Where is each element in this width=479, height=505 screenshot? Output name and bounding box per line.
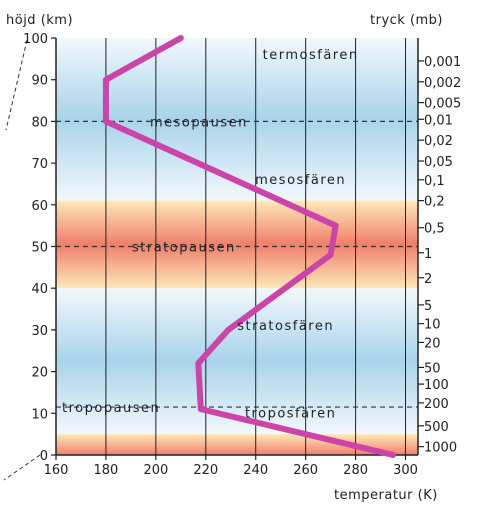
temperature-profile	[102, 35, 397, 458]
warm-band-surface	[56, 434, 418, 455]
pressure-label-1: 0,002	[424, 76, 461, 91]
left-guide-bottom	[3, 454, 41, 481]
y-axis-label-right: tryck (mb)	[370, 13, 443, 28]
pressure-label-8: 0,5	[424, 222, 445, 237]
left-guide-top	[5, 39, 28, 131]
x-tick-label-260: 260	[293, 463, 318, 478]
pressure-label-13: 20	[424, 336, 441, 351]
pressure-label-10: 2	[424, 272, 432, 287]
y-tick-label-80: 80	[31, 115, 48, 130]
y-axis-label-left: höjd (km)	[6, 13, 73, 28]
layer-label-2: stratosfären	[237, 319, 334, 334]
y-tick-label-40: 40	[31, 282, 48, 297]
pressure-label-11: 5	[424, 299, 432, 314]
y-tick-label-20: 20	[31, 366, 48, 381]
pressure-label-16: 200	[424, 397, 449, 412]
x-tick-label-300: 300	[393, 463, 418, 478]
layer-label-1: mesosfären	[255, 173, 346, 188]
y-tick-label-0: 0	[40, 449, 48, 464]
x-tick-label-220: 220	[193, 463, 218, 478]
pressure-label-15: 100	[424, 378, 449, 393]
pressure-label-2: 0,005	[424, 97, 461, 112]
pause-label-0: mesopausen	[150, 115, 248, 130]
x-tick-label-280: 280	[343, 463, 368, 478]
pause-lines	[56, 120, 418, 408]
pressure-label-4: 0,02	[424, 134, 453, 149]
pressure-label-3: 0,01	[424, 113, 453, 128]
pressure-label-0: 0,001	[424, 55, 461, 70]
y-tick-label-90: 90	[31, 74, 48, 89]
x-tick-label-180: 180	[94, 463, 119, 478]
pressure-label-9: 1	[424, 247, 432, 262]
y-tick-label-50: 50	[31, 241, 48, 256]
pressure-label-6: 0,1	[424, 174, 445, 189]
y-tick-label-100: 100	[23, 32, 48, 47]
y-tick-label-10: 10	[31, 407, 48, 422]
layer-label-0: termosfären	[263, 48, 359, 63]
pause-label-2: tropopausen	[62, 401, 160, 416]
x-tick-label-200: 200	[143, 463, 168, 478]
cool-band-lower	[56, 288, 418, 435]
x-tick-label-240: 240	[243, 463, 268, 478]
pressure-label-18: 1000	[424, 441, 457, 456]
cool-band-upper	[56, 38, 418, 201]
pressure-label-7: 0,2	[424, 195, 445, 210]
y-tick-label-30: 30	[31, 324, 48, 339]
warm-band-stratopause	[56, 200, 418, 289]
temperature-line	[102, 35, 397, 458]
x-axis-label: temperatur (K)	[334, 488, 438, 503]
pressure-label-14: 50	[424, 361, 441, 376]
y-tick-label-60: 60	[31, 199, 48, 214]
x-tick-label-160: 160	[44, 463, 69, 478]
pressure-label-17: 500	[424, 420, 449, 435]
pressure-label-12: 10	[424, 318, 441, 333]
y-tick-label-70: 70	[31, 157, 48, 172]
layer-label-3: troposfären	[245, 406, 336, 421]
background-bands	[56, 38, 418, 455]
pressure-label-5: 0,05	[424, 155, 453, 170]
pause-label-1: stratopausen	[132, 241, 236, 256]
chart-labels: höjd (km) tryck (mb) temperatur (K) 0 10 2…	[6, 13, 461, 503]
axes	[3, 37, 424, 481]
